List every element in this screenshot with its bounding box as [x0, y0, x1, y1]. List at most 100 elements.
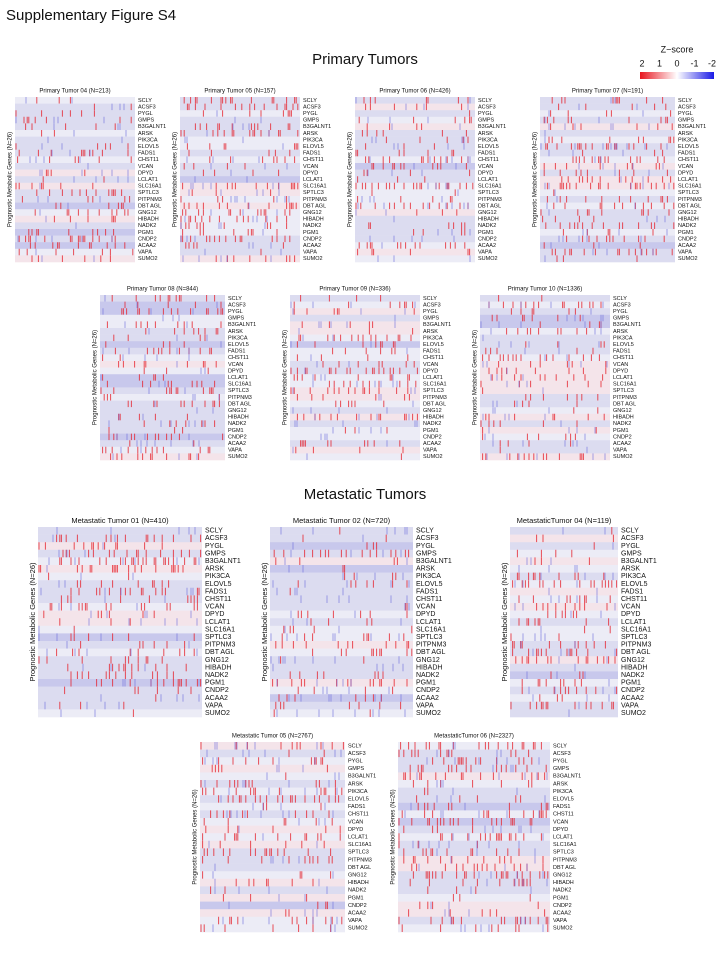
gene-label: SCLY [228, 296, 242, 302]
heatmap-stripes [300, 295, 382, 302]
heatmap-stripes [427, 182, 449, 190]
heatmap-stripes [357, 196, 453, 203]
heatmap-panel: MetastaticTumor 04 (N=119)SCLYACSF3PYGLG… [500, 516, 657, 718]
heatmap-stripes [129, 440, 195, 447]
heatmap-stripes [539, 321, 602, 328]
heatmap-stripes [482, 413, 546, 421]
heatmap-row [290, 361, 420, 368]
heatmap-stripes [103, 394, 220, 401]
heatmap-stripes [365, 156, 469, 163]
gene-label: DPYD [348, 827, 363, 833]
heatmap-row [290, 433, 420, 441]
heatmap-stripes [70, 671, 174, 679]
heatmap-stripes [270, 856, 300, 864]
heatmap-stripes [361, 196, 443, 203]
heatmap-stripes [582, 149, 664, 157]
heatmap-panel: Metastatic Tumor 01 (N=410) SCLYACSF3PYGL… [28, 516, 241, 718]
heatmap-stripes [550, 242, 600, 249]
gene-label: GNG12 [348, 872, 367, 878]
heatmap-stripes [548, 136, 675, 144]
heatmap-row [38, 603, 202, 611]
heatmap-row [480, 446, 610, 454]
heatmap-row [38, 618, 202, 627]
heatmap-stripes [15, 116, 105, 124]
heatmap-stripes [289, 671, 384, 679]
heatmap-row [270, 686, 413, 695]
heatmap-stripes [122, 679, 200, 687]
gene-label: FADS1 [613, 349, 630, 355]
heatmap-row [290, 446, 420, 454]
heatmap-stripes [280, 527, 408, 535]
gene-label: PGM1 [303, 230, 319, 236]
heatmap-row [290, 374, 420, 382]
y-axis-label: Prognostic Metabolic Genes (N=26) [28, 562, 37, 682]
heatmap-stripes [284, 557, 408, 565]
heatmap-stripes [408, 909, 546, 917]
heatmap-stripes [202, 787, 343, 796]
heatmap-stripes [398, 749, 530, 758]
heatmap-stripes [551, 97, 664, 104]
heatmap-stripes [112, 453, 198, 460]
heatmap-row [200, 742, 345, 750]
gene-label: FADS1 [416, 588, 438, 595]
gene-label: LCLAT1 [416, 619, 441, 626]
gene-label: ELOVL5 [138, 144, 159, 150]
heatmap-stripes [436, 848, 536, 856]
heatmap-row [180, 169, 300, 177]
heatmap-row [38, 534, 202, 543]
gene-label: LCLAT1 [621, 619, 646, 626]
gene-label: B3GALNT1 [303, 124, 331, 130]
heatmap-stripes [536, 603, 608, 611]
heatmap-stripes [295, 446, 404, 454]
heatmap-stripes [47, 136, 123, 144]
heatmap-row [290, 308, 420, 316]
heatmap-panel: Primary Tumor 08 (N=844) SCLYACSF3PYGLGMP… [93, 287, 256, 461]
heatmap-row [510, 557, 618, 566]
heatmap-row [290, 367, 420, 375]
gene-label: HIBADH [138, 217, 159, 223]
gene-label: LCLAT1 [423, 375, 443, 381]
heatmap-row [15, 169, 135, 177]
heatmap-row [15, 215, 135, 223]
gene-label: ACAA2 [138, 243, 156, 249]
gene-label: GMPS [478, 118, 495, 124]
figure-title: Supplementary Figure S4 [6, 7, 176, 24]
heatmap-stripes [450, 856, 536, 864]
heatmap-row [290, 407, 420, 415]
gene-label: LCLAT1 [553, 834, 573, 840]
heatmap-row [180, 156, 300, 164]
gene-label: HIBADH [553, 880, 574, 886]
gene-label: SCLY [205, 528, 223, 535]
gene-label: CNDP2 [553, 903, 572, 909]
heatmap-row [480, 367, 610, 375]
gene-label: ARSK [478, 131, 493, 137]
gene-label: ACAA2 [621, 695, 644, 702]
gene-label: SPTLC3 [613, 388, 634, 394]
heatmap-stripes [570, 610, 602, 619]
heatmap-stripes [572, 156, 665, 163]
gene-label: CHST11 [678, 157, 699, 163]
heatmap-stripes [371, 136, 465, 144]
gene-label: ACAA2 [423, 441, 441, 447]
heatmap-stripes [185, 242, 284, 249]
heatmap-row [398, 772, 550, 781]
heatmap-stripes [288, 694, 402, 702]
gene-label: VCAN [416, 604, 435, 611]
heatmap-row [355, 248, 475, 256]
gene-label: VAPA [205, 702, 223, 709]
heatmap-row [15, 130, 135, 137]
heatmap-stripes [278, 894, 306, 902]
heatmap-stripes [444, 909, 470, 917]
heatmap-row [355, 136, 475, 144]
heatmap-stripes [226, 810, 334, 818]
gene-label: ACSF3 [138, 104, 156, 110]
gene-label: LCLAT1 [205, 619, 230, 626]
heatmap-stripes [540, 209, 670, 216]
heatmap-stripes [332, 347, 396, 355]
heatmap-stripes [366, 542, 378, 550]
heatmap-stripes [385, 136, 469, 144]
gene-label: PITPNM3 [228, 395, 252, 401]
heatmap-row [270, 572, 413, 581]
gene-label: LCLAT1 [478, 177, 498, 183]
